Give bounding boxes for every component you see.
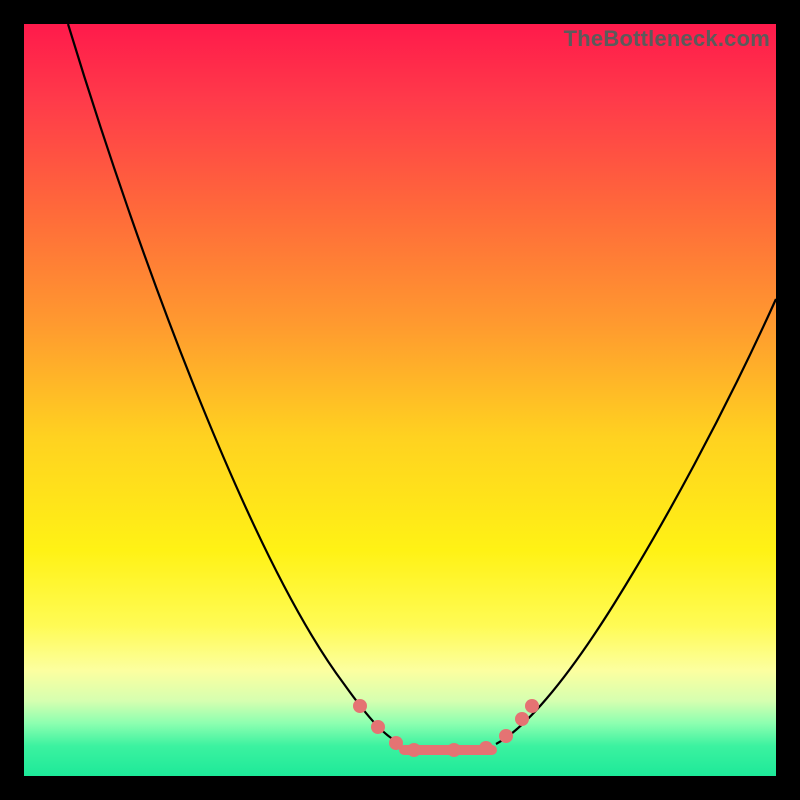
marker-point — [499, 729, 513, 743]
marker-point — [447, 743, 461, 757]
marker-point — [515, 712, 529, 726]
marker-point — [371, 720, 385, 734]
outer-frame: TheBottleneck.com — [0, 0, 800, 800]
curve-right — [496, 299, 776, 744]
marker-point — [525, 699, 539, 713]
marker-point — [353, 699, 367, 713]
curve-left — [68, 24, 402, 744]
chart-svg — [24, 24, 776, 776]
marker-point — [389, 736, 403, 750]
watermark-text: TheBottleneck.com — [564, 26, 770, 52]
plot-area: TheBottleneck.com — [24, 24, 776, 776]
marker-point — [407, 743, 421, 757]
marker-point — [479, 741, 493, 755]
